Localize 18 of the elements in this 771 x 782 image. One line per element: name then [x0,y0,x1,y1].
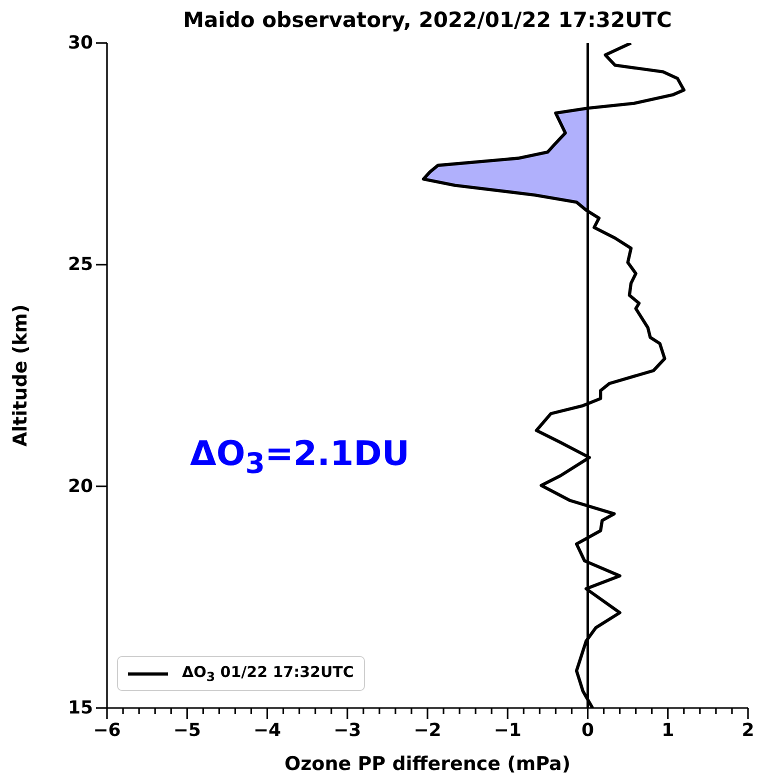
x-tick-label: 0 [581,720,594,741]
y-tick-label: 30 [68,32,93,54]
y-tick-label: 20 [68,476,93,497]
y-tick-label: 15 [68,698,93,718]
x-tick-label: −6 [93,720,121,741]
x-tick-label: −1 [494,720,522,741]
y-tick-label: 25 [68,254,93,276]
x-axis-title: Ozone PP difference (mPa) [284,753,571,775]
chart-title: Maido observatory, 2022/01/22 17:32UTC [182,8,673,32]
x-tick-label: −4 [253,720,282,741]
x-tick-label: −5 [173,720,201,741]
y-axis-title: Altitude (km) [10,304,32,447]
x-tick-label: 2 [742,720,754,741]
x-tick-label: −3 [334,720,362,741]
x-tick-label: −2 [414,720,442,741]
legend-label: ΔO$_{3}$ 01/22 17:32UTC [182,663,354,684]
annotation: ΔO$_{3}$=2.1DU [190,434,410,480]
x-tick-label: 1 [662,720,674,741]
